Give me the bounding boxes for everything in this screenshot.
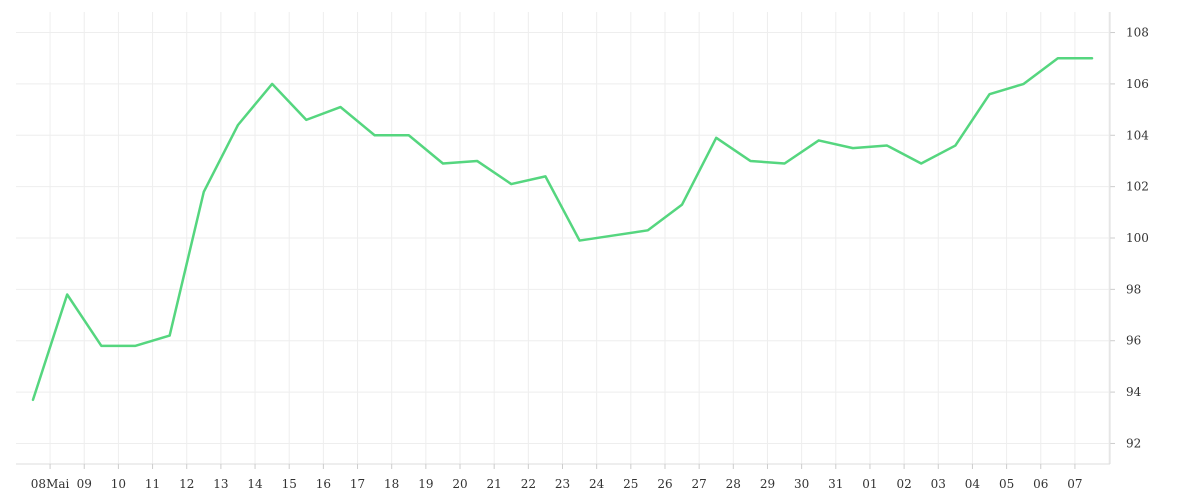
data-point xyxy=(66,293,68,295)
data-point xyxy=(339,106,341,108)
data-point xyxy=(100,345,102,347)
data-point xyxy=(134,345,136,347)
x-tick-label: 23 xyxy=(555,477,570,491)
data-point xyxy=(852,147,854,149)
y-tick-label: 100 xyxy=(1126,231,1149,245)
data-point xyxy=(373,134,375,136)
data-point xyxy=(408,134,410,136)
x-tick-label: 01 xyxy=(862,477,877,491)
data-point xyxy=(305,119,307,121)
x-tick-label: 05 xyxy=(999,477,1014,491)
x-tick-label: 20 xyxy=(452,477,467,491)
data-point xyxy=(32,399,34,401)
x-tick-label: 11 xyxy=(145,477,160,491)
x-tick-label: 12 xyxy=(179,477,194,491)
x-tick-label: 18 xyxy=(384,477,399,491)
x-tick-label: 09 xyxy=(77,477,92,491)
x-tick-label: 14 xyxy=(247,477,263,491)
x-tick-label: 29 xyxy=(760,477,775,491)
data-point xyxy=(1091,57,1093,59)
x-tick-label: 21 xyxy=(487,477,502,491)
data-point xyxy=(271,83,273,85)
y-tick-label: 104 xyxy=(1126,128,1149,142)
grid xyxy=(16,12,1110,464)
data-point xyxy=(818,139,820,141)
data-point xyxy=(442,162,444,164)
x-tick-label: 24 xyxy=(589,477,605,491)
data-point xyxy=(920,162,922,164)
x-tick-label: 13 xyxy=(213,477,228,491)
data-point xyxy=(1057,57,1059,59)
y-tick-label: 108 xyxy=(1126,26,1149,40)
x-tick-label: 07 xyxy=(1067,477,1082,491)
data-point xyxy=(1022,83,1024,85)
axes xyxy=(16,12,1115,469)
data-point xyxy=(237,124,239,126)
x-tick-label: 03 xyxy=(931,477,946,491)
x-tick-label: 17 xyxy=(350,477,365,491)
data-point xyxy=(168,334,170,336)
data-point xyxy=(544,175,546,177)
x-tick-label: 15 xyxy=(282,477,297,491)
x-tick-label: 27 xyxy=(692,477,707,491)
x-tick-label: 16 xyxy=(316,477,331,491)
data-point xyxy=(613,234,615,236)
y-tick-label: 92 xyxy=(1126,436,1141,450)
series-layer xyxy=(31,56,1094,402)
data-point xyxy=(886,144,888,146)
data-point xyxy=(681,203,683,205)
data-point xyxy=(954,144,956,146)
x-tick-label: 28 xyxy=(726,477,741,491)
x-tick-label: 26 xyxy=(657,477,672,491)
x-tick-label: 08Mai xyxy=(31,477,70,491)
data-point xyxy=(988,93,990,95)
data-point xyxy=(510,183,512,185)
data-point xyxy=(783,162,785,164)
y-tick-label: 102 xyxy=(1126,180,1149,194)
x-tick-label: 02 xyxy=(896,477,911,491)
x-tick-label: 22 xyxy=(521,477,536,491)
y-tick-label: 98 xyxy=(1126,282,1141,296)
series-line xyxy=(31,56,1094,402)
x-tick-label: 10 xyxy=(111,477,126,491)
data-point xyxy=(715,137,717,139)
data-point xyxy=(647,229,649,231)
x-tick-label: 06 xyxy=(1033,477,1048,491)
data-point xyxy=(578,239,580,241)
x-tick-label: 04 xyxy=(965,477,981,491)
data-point xyxy=(203,191,205,193)
data-point xyxy=(476,160,478,162)
data-point xyxy=(749,160,751,162)
x-tick-label: 30 xyxy=(794,477,809,491)
x-tick-label: 25 xyxy=(623,477,638,491)
x-tick-label: 19 xyxy=(418,477,433,491)
tick-labels: 92 94 96 98 100 102 104 106 108 08Mai 09 10 11 12 13 14… xyxy=(31,26,1149,491)
y-tick-label: 106 xyxy=(1126,77,1149,91)
x-tick-label: 31 xyxy=(828,477,843,491)
y-tick-label: 94 xyxy=(1126,385,1142,399)
y-tick-label: 96 xyxy=(1126,334,1141,348)
